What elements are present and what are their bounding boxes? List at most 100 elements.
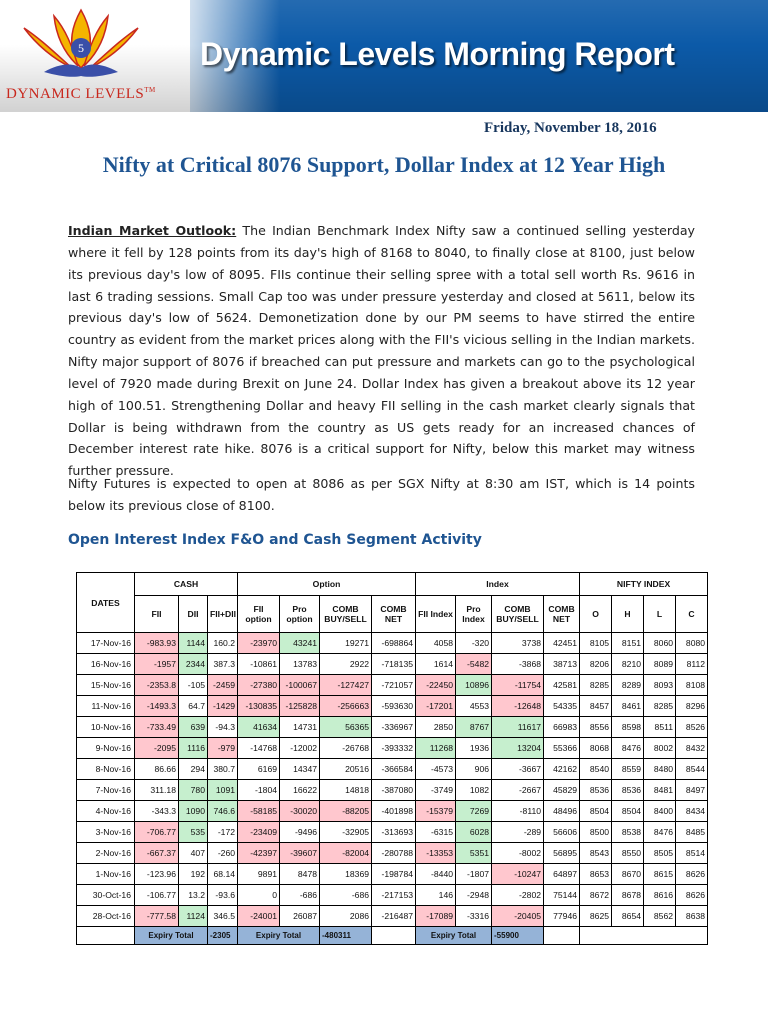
date-cell: 15-Nov-16 [76, 674, 135, 696]
table-cell: 1091 [206, 779, 239, 801]
table-cell: -387080 [371, 779, 417, 801]
table-cell: 77946 [543, 905, 581, 927]
table-cell: -11754 [491, 674, 545, 696]
table-cell: -2353.8 [134, 674, 179, 696]
table-cell: 8497 [675, 779, 709, 801]
table-cell: -13353 [415, 842, 457, 864]
table-cell: -3749 [415, 779, 457, 801]
table-cell: -12648 [491, 695, 545, 717]
table-row: 30-Oct-16 -106.77 13.2 -93.6 0 -686 -686 -21715… [76, 884, 709, 906]
table-cell: -401898 [371, 800, 417, 822]
market-outlook-text: The Indian Benchmark Index Nifty saw a c… [68, 223, 696, 479]
table-cell: 7269 [455, 800, 493, 822]
table-cell: -93.6 [206, 884, 239, 906]
table-cell: 8478 [279, 863, 321, 885]
table-cell: 1090 [178, 800, 208, 822]
column-header: COMB NET [371, 595, 417, 633]
table-cell: 8105 [579, 632, 613, 654]
table-cell: -777.58 [134, 905, 179, 927]
table-cell: 14731 [279, 716, 321, 738]
table-cell: 14818 [319, 779, 373, 801]
table-row: 15-Nov-16 -2353.8 -105 -2459 -27380 -100067 -1… [76, 674, 709, 696]
table-cell: -216487 [371, 905, 417, 927]
table-cell: 11617 [491, 716, 545, 738]
table-cell: 1082 [455, 779, 493, 801]
index-group-header: Index [415, 572, 581, 596]
date-cell: 7-Nov-16 [76, 779, 135, 801]
table-cell: -3316 [455, 905, 493, 927]
column-header: Pro option [279, 595, 321, 633]
table-cell: -2948 [455, 884, 493, 906]
subheader-row: FII DII FII+DII FII option Pro option COMB BU… [77, 595, 709, 633]
date-cell: 10-Nov-16 [76, 716, 135, 738]
table-cell: 8678 [611, 884, 645, 906]
table-row: 4-Nov-16 -343.3 1090 746.6 -58185 -30020 -8820… [76, 800, 709, 822]
cash-expiry-total-label: Expiry Total [134, 926, 208, 945]
table-cell: 56895 [543, 842, 581, 864]
table-cell: 8434 [675, 800, 709, 822]
table-row: 16-Nov-16 -1957 2344 387.3 -10861 13783 2922 -7… [76, 653, 709, 675]
table-cell: 8672 [579, 884, 613, 906]
table-cell: -593630 [371, 695, 417, 717]
report-title: Dynamic Levels Morning Report [200, 36, 675, 72]
table-cell: 8514 [675, 842, 709, 864]
table-cell: 8476 [643, 821, 677, 843]
table-cell: -718135 [371, 653, 417, 675]
table-cell: 8485 [675, 821, 709, 843]
table-cell: 1614 [415, 653, 457, 675]
date-cell: 3-Nov-16 [76, 821, 135, 843]
table-cell: -24001 [237, 905, 281, 927]
table-cell: -39607 [279, 842, 321, 864]
column-header: H [611, 595, 645, 633]
date-cell: 8-Nov-16 [76, 758, 135, 780]
table-cell: 8060 [643, 632, 677, 654]
table-cell: 8536 [579, 779, 613, 801]
table-cell: -706.77 [134, 821, 179, 843]
table-cell: 10896 [455, 674, 493, 696]
table-cell: 380.7 [206, 758, 239, 780]
table-cell: -15379 [415, 800, 457, 822]
table-cell: -105 [178, 674, 208, 696]
date-cell: 1-Nov-16 [76, 863, 135, 885]
dates-header: DATES [76, 572, 135, 633]
table-cell: 2922 [319, 653, 373, 675]
table-cell: -393332 [371, 737, 417, 759]
table-cell: 26087 [279, 905, 321, 927]
date-cell: 16-Nov-16 [76, 653, 135, 675]
report-banner: 5 DYNAMIC LEVELSTM Dynamic Levels Mornin… [0, 0, 768, 112]
table-cell: 8511 [643, 716, 677, 738]
table-cell: 1144 [178, 632, 208, 654]
table-cell: 8206 [579, 653, 613, 675]
table-cell: -366584 [371, 758, 417, 780]
table-cell: 8151 [611, 632, 645, 654]
table-cell: 13.2 [178, 884, 208, 906]
table-cell: -8002 [491, 842, 545, 864]
table-cell: -1493.3 [134, 695, 179, 717]
table-cell: 6169 [237, 758, 281, 780]
table-cell: 2850 [415, 716, 457, 738]
column-header: L [643, 595, 677, 633]
table-cell: -336967 [371, 716, 417, 738]
table-cell: -2095 [134, 737, 179, 759]
table-cell: -320 [455, 632, 493, 654]
table-cell: -1807 [455, 863, 493, 885]
table-cell: -123.96 [134, 863, 179, 885]
table-cell: -127427 [319, 674, 373, 696]
table-cell: 294 [178, 758, 208, 780]
table-cell: 11268 [415, 737, 457, 759]
table-cell: -217153 [371, 884, 417, 906]
table-cell: 8480 [643, 758, 677, 780]
table-cell: -82004 [319, 842, 373, 864]
column-header: COMB NET [543, 595, 581, 633]
table-cell: -1804 [237, 779, 281, 801]
table-cell: -88205 [319, 800, 373, 822]
table-row: 8-Nov-16 86.66 294 380.7 6169 14347 20516 -3665… [76, 758, 709, 780]
table-cell: 8654 [611, 905, 645, 927]
table-cell: 8559 [611, 758, 645, 780]
table-cell: 8526 [675, 716, 709, 738]
column-header: FII Index [415, 595, 457, 633]
table-cell: 43241 [279, 632, 321, 654]
table-cell: -12002 [279, 737, 321, 759]
table-cell: -130835 [237, 695, 281, 717]
table-cell: 64897 [543, 863, 581, 885]
